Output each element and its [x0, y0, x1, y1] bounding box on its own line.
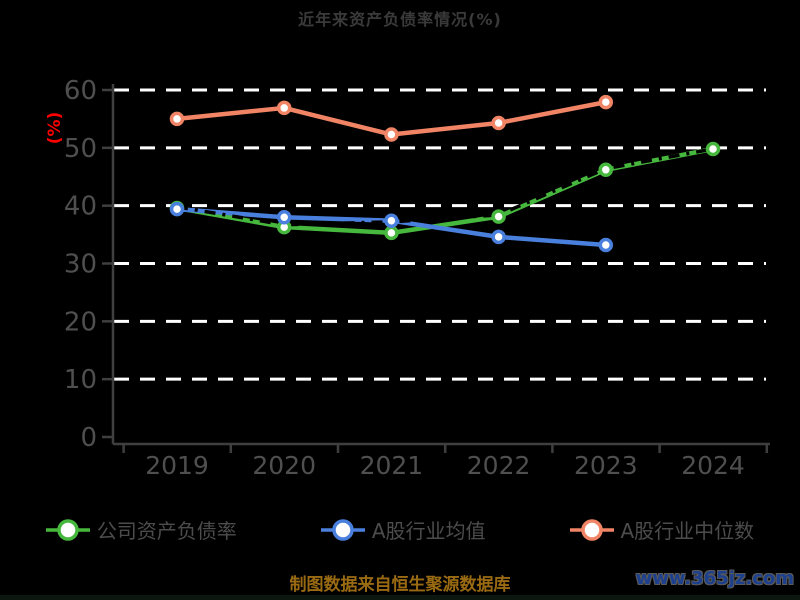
- y-tick-label: 50: [64, 134, 97, 164]
- y-tick-label: 20: [64, 307, 97, 337]
- x-tick-label: 2023: [574, 451, 638, 480]
- data-point-s2-2020: [276, 100, 292, 116]
- data-point-s2-2022: [491, 115, 506, 131]
- x-tick-label: 2021: [360, 451, 424, 480]
- legend-circle-green: [57, 518, 79, 541]
- data-point-s2-2023: [598, 94, 614, 110]
- y-tick-label: 30: [64, 250, 97, 280]
- y-tick-label: 0: [80, 423, 97, 453]
- legend-item-company-ratio[interactable]: 公司资产负债率: [45, 515, 237, 544]
- legend-marker-blue-icon: [320, 518, 365, 541]
- bottom-strip: [0, 595, 800, 600]
- chart-title: 近年来资产负债率情况(%): [298, 10, 502, 29]
- y-tick-label: 40: [64, 192, 97, 222]
- data-point-s1-2019: [169, 201, 185, 217]
- x-tick-label: 2019: [145, 451, 209, 480]
- legend-marker-green-icon: [45, 518, 90, 541]
- legend-label-company-ratio: 公司资产负债率: [96, 519, 237, 543]
- data-point-s1-2023: [598, 237, 614, 253]
- site-watermark[interactable]: www.365jz.com: [635, 568, 794, 589]
- data-point-s0-2021: [384, 225, 399, 241]
- legend-item-industry-mean[interactable]: A股行业均值: [320, 515, 486, 544]
- data-point-s2-2021: [384, 127, 399, 142]
- legend-circle-orange: [580, 518, 603, 541]
- y-axis-unit-label: (%): [45, 112, 65, 145]
- legend-marker-orange-icon: [569, 518, 614, 541]
- y-tick-label: 10: [64, 365, 97, 395]
- legend-label-industry-mean: A股行业均值: [371, 519, 486, 543]
- legend-circle-blue: [332, 518, 354, 541]
- x-tick-label: 2020: [252, 451, 316, 480]
- data-point-s0-2023: [598, 162, 614, 178]
- data-point-s1-2021: [384, 213, 399, 228]
- series-line-0: [174, 146, 716, 236]
- y-tick-label: 60: [64, 76, 97, 106]
- legend: 公司资产负债率 A股行业均值 A股行业中位数: [0, 515, 800, 544]
- data-point-s0-2024: [705, 141, 721, 157]
- data-point-s2-2019: [169, 111, 185, 127]
- x-tick-label: 2024: [681, 451, 745, 480]
- data-source-note: 制图数据来自恒生聚源数据库: [289, 575, 511, 595]
- legend-item-industry-median[interactable]: A股行业中位数: [569, 515, 755, 544]
- data-point-s1-2022: [491, 229, 506, 245]
- data-point-s1-2020: [276, 209, 292, 225]
- data-point-s0-2022: [491, 209, 506, 224]
- x-tick-label: 2022: [467, 451, 531, 480]
- overlay-dash-line: [176, 147, 714, 227]
- legend-label-industry-median: A股行业中位数: [620, 519, 755, 543]
